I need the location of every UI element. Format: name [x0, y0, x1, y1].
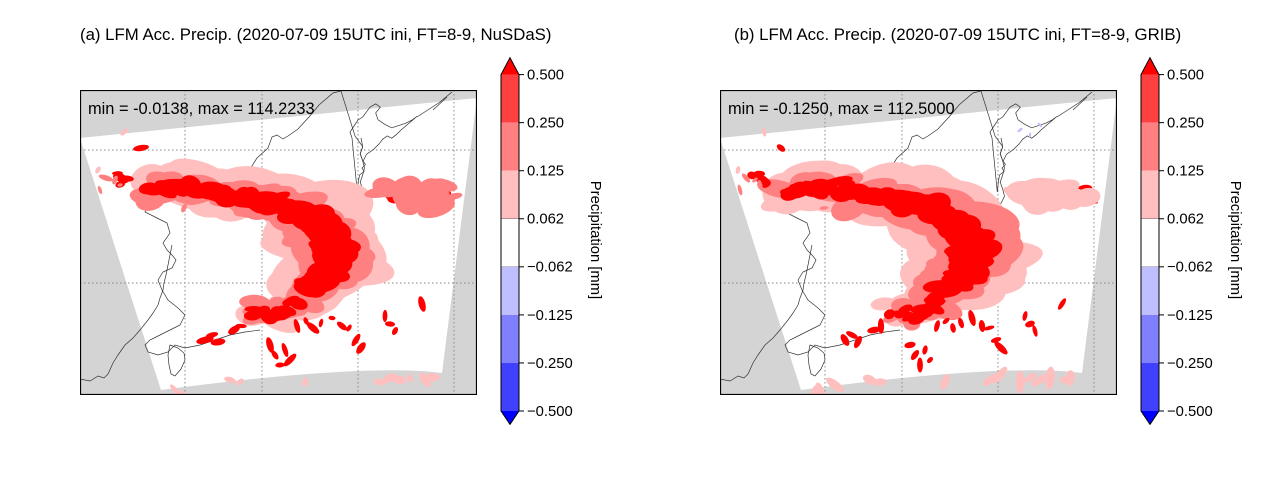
svg-text:Precipitation [mm]: Precipitation [mm] — [1227, 181, 1243, 299]
svg-text:Precipitation [mm]: Precipitation [mm] — [587, 181, 603, 299]
svg-text:−0.125: −0.125 — [1167, 308, 1213, 324]
svg-text:−0.250: −0.250 — [1167, 356, 1213, 372]
svg-text:−0.125: −0.125 — [527, 308, 573, 324]
svg-text:0.125: 0.125 — [527, 164, 564, 180]
svg-text:0.500: 0.500 — [1167, 68, 1204, 84]
svg-text:−0.500: −0.500 — [527, 404, 573, 420]
svg-text:−0.500: −0.500 — [1167, 404, 1213, 420]
svg-text:0.250: 0.250 — [1167, 116, 1204, 132]
svg-text:0.250: 0.250 — [527, 116, 564, 132]
svg-text:0.125: 0.125 — [1167, 164, 1204, 180]
svg-text:−0.062: −0.062 — [527, 260, 573, 276]
svg-text:−0.062: −0.062 — [1167, 260, 1213, 276]
svg-text:0.062: 0.062 — [527, 212, 564, 228]
svg-text:min = -0.1250, max = 112.5000: min = -0.1250, max = 112.5000 — [728, 100, 955, 118]
svg-text:0.062: 0.062 — [1167, 212, 1204, 228]
svg-text:min = -0.0138, max = 114.2233: min = -0.0138, max = 114.2233 — [88, 100, 315, 118]
svg-text:−0.250: −0.250 — [527, 356, 573, 372]
svg-text:0.500: 0.500 — [527, 68, 564, 84]
